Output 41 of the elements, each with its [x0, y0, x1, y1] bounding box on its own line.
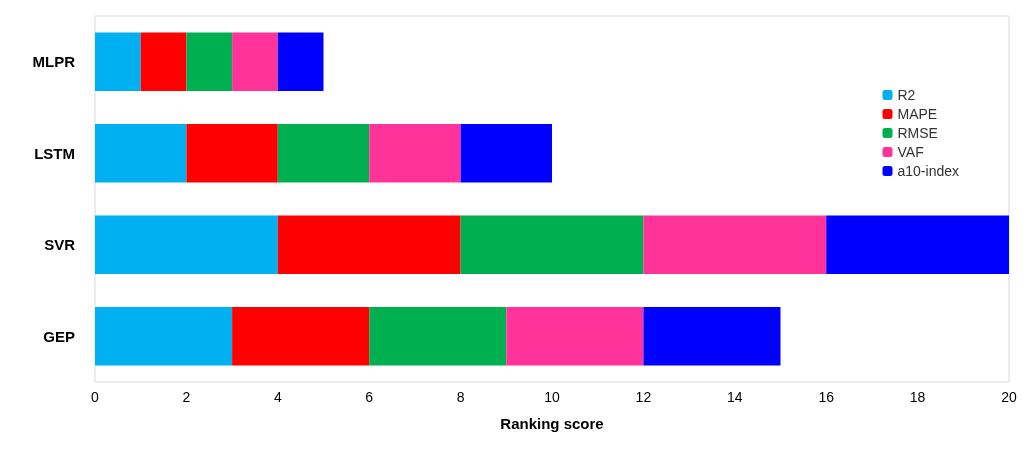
bar [369, 306, 507, 366]
bar [232, 32, 278, 92]
x-tick-label: 8 [456, 389, 465, 405]
bar [186, 32, 233, 92]
x-tick-label: 12 [635, 389, 652, 405]
x-tick-label: 0 [91, 389, 100, 405]
bar [95, 32, 141, 92]
bar [460, 123, 552, 183]
bar [643, 306, 781, 366]
bar [277, 215, 461, 275]
bar [95, 306, 233, 366]
x-tick-label: 20 [1001, 389, 1017, 405]
bar [506, 306, 644, 366]
bar [643, 215, 827, 275]
bar [232, 306, 370, 366]
x-tick-label: 6 [365, 389, 374, 405]
y-tick-label: LSTM [34, 144, 75, 162]
x-tick-label: 4 [273, 389, 282, 405]
legend-label: VAF [897, 144, 924, 160]
bar [95, 123, 187, 183]
legend-label: RMSE [897, 125, 938, 141]
y-tick-label: MLPR [32, 53, 76, 71]
bar [460, 215, 644, 275]
bar [186, 123, 278, 183]
y-tick-label: SVR [44, 236, 76, 254]
x-tick-label: 2 [182, 389, 191, 405]
y-tick-label: GEP [43, 327, 75, 345]
x-tick-label: 18 [909, 389, 926, 405]
bar [140, 32, 187, 92]
bar [369, 123, 461, 183]
x-tick-label: 14 [727, 389, 743, 405]
bar [277, 123, 370, 183]
legend-label: MAPE [897, 106, 938, 122]
x-tick-label: 16 [818, 389, 835, 405]
bar [826, 215, 1009, 275]
x-axis-title: Ranking score [500, 415, 604, 432]
bar [277, 32, 324, 92]
legend-label: R2 [897, 87, 916, 103]
x-tick-label: 10 [544, 389, 560, 405]
legend-label: a10-index [897, 163, 960, 179]
bar [95, 215, 278, 275]
